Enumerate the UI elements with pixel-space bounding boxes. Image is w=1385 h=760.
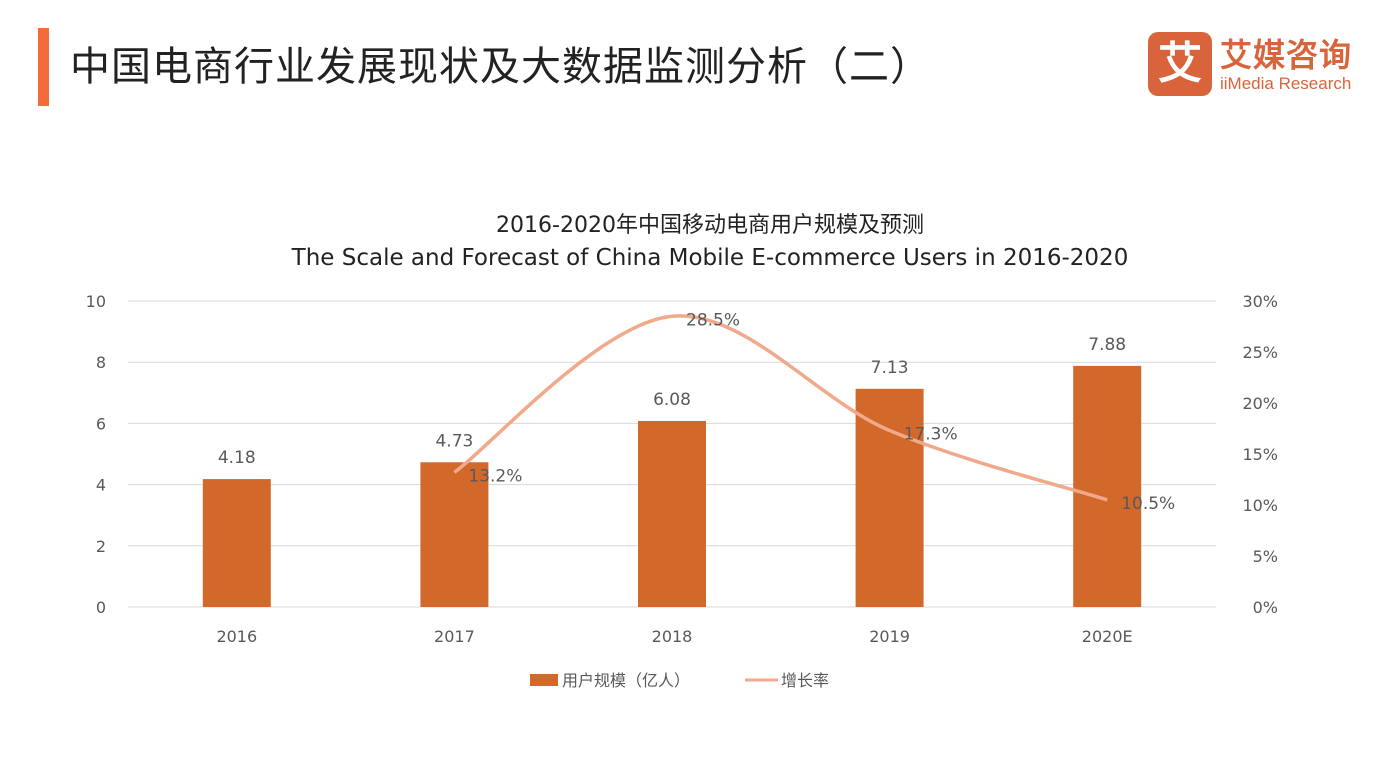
- bar-2019: [855, 388, 924, 607]
- logo-mark: 艾: [1148, 32, 1212, 96]
- y-right-tick-label: 15%: [1242, 445, 1278, 464]
- growth-data-label: 28.5%: [686, 310, 740, 330]
- bar-data-label: 4.73: [435, 431, 473, 451]
- legend-line-label: 增长率: [781, 671, 829, 690]
- y-left-tick-label: 4: [96, 476, 106, 495]
- x-tick-label: 2018: [652, 627, 693, 646]
- legend-bar-label: 用户规模（亿人）: [562, 671, 690, 690]
- x-tick-label: 2016: [216, 627, 257, 646]
- bar-2016: [202, 479, 271, 607]
- y-right-tick-label: 20%: [1242, 394, 1278, 413]
- x-tick-label: 2019: [869, 627, 910, 646]
- legend-bar-swatch: [530, 674, 558, 686]
- logo-name-en: iiMedia Research: [1220, 74, 1352, 93]
- growth-rate-line: [453, 314, 1108, 502]
- y-right-tick-label: 10%: [1242, 496, 1278, 515]
- chart-title: 2016-2020年中国移动电商用户规模及预测: [496, 213, 924, 238]
- x-tick-label: 2017: [434, 627, 475, 646]
- x-tick-label: 2020E: [1082, 627, 1133, 646]
- logo-name-cn: 艾媒咨询: [1220, 36, 1353, 74]
- y-left-tick-label: 6: [96, 414, 106, 433]
- growth-data-label: 10.5%: [1121, 494, 1175, 514]
- y-left-tick-label: 10: [86, 292, 106, 311]
- y-right-tick-label: 25%: [1242, 343, 1278, 362]
- page-title: 中国电商行业发展现状及大数据监测分析（二）: [70, 44, 931, 90]
- y-right-tick-label: 30%: [1242, 292, 1278, 311]
- y-left-tick-label: 8: [96, 353, 106, 372]
- title-accent-bar: [38, 28, 49, 106]
- bar-data-label: 6.08: [653, 390, 691, 410]
- growth-data-label: 17.3%: [904, 425, 958, 445]
- growth-data-label: 13.2%: [468, 466, 522, 486]
- y-right-tick-label: 5%: [1253, 547, 1278, 566]
- y-right-tick-label: 0%: [1253, 598, 1278, 617]
- y-left-tick-label: 2: [96, 537, 106, 556]
- y-left-tick-label: 0: [96, 598, 106, 617]
- bar-data-label: 7.88: [1088, 335, 1126, 355]
- legend: 用户规模（亿人） 增长率: [530, 671, 829, 690]
- bar-2018: [638, 420, 706, 607]
- logo: 艾 艾媒咨询 iiMedia Research: [1148, 30, 1378, 100]
- chart-subtitle: The Scale and Forecast of China Mobile E…: [291, 245, 1129, 271]
- bar-2020E: [1073, 365, 1142, 607]
- bar-2017: [420, 462, 489, 607]
- bar-data-label: 7.13: [871, 358, 909, 378]
- bar-data-label: 4.18: [218, 448, 256, 468]
